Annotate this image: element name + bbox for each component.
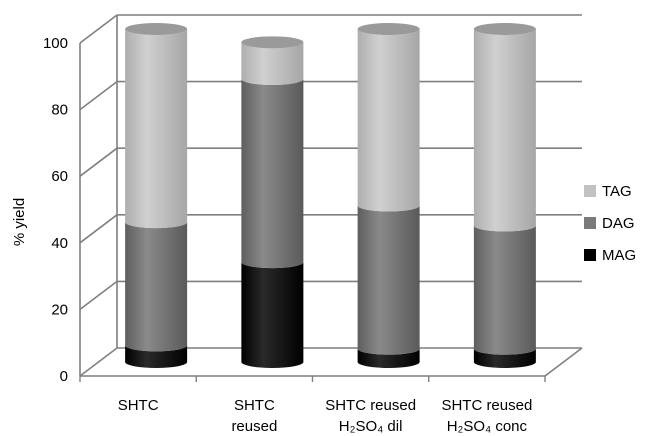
y-tick-label: 100 bbox=[43, 35, 68, 52]
gridline-side bbox=[79, 347, 118, 377]
bar-segment-dag bbox=[473, 225, 536, 355]
bar-segment-dag bbox=[357, 205, 420, 355]
bar-segment-mag bbox=[241, 262, 304, 368]
category-label: SHTC reused H₂SO₄ conc bbox=[441, 397, 532, 435]
y-tick-label: 20 bbox=[51, 301, 68, 318]
category-labels: SHTC SHTC reused SHTC reused H₂SO₄ dil SHTC r… bbox=[118, 397, 533, 435]
legend: TAG DAG MAG bbox=[584, 183, 636, 264]
bars bbox=[125, 23, 536, 368]
gridline-side bbox=[79, 14, 118, 44]
bar-segment-dag bbox=[241, 78, 304, 269]
bar-segment-tag bbox=[357, 23, 420, 212]
bar-top-cap bbox=[357, 23, 420, 35]
legend-label: TAG bbox=[602, 183, 632, 200]
bar-segment-tag bbox=[241, 36, 304, 85]
legend-item-mag: MAG bbox=[584, 247, 636, 264]
gridline-side bbox=[79, 280, 118, 311]
gridline-side bbox=[79, 147, 118, 177]
gridline-side bbox=[79, 80, 118, 111]
category-label: SHTC reused bbox=[231, 397, 277, 435]
y-tick-label: 80 bbox=[51, 102, 68, 119]
bar-segment-tag bbox=[473, 23, 536, 232]
legend-item-tag: TAG bbox=[584, 183, 632, 200]
bar-segment-mag bbox=[473, 348, 536, 368]
plot-frame bbox=[79, 14, 583, 382]
category-label: SHTC bbox=[118, 397, 159, 414]
y-tick-labels: 0 20 40 60 80 100 bbox=[43, 35, 68, 385]
legend-label: DAG bbox=[602, 215, 635, 232]
category-label: SHTC reused H₂SO₄ dil bbox=[325, 397, 416, 435]
bar-segment-mag bbox=[357, 348, 420, 368]
y-tick-label: 0 bbox=[60, 368, 68, 385]
legend-item-dag: DAG bbox=[584, 215, 635, 232]
legend-swatch bbox=[584, 217, 596, 229]
y-axis-label: % yield bbox=[11, 198, 28, 246]
floor-right-edge bbox=[544, 347, 583, 377]
bar-segment-tag bbox=[125, 23, 188, 229]
legend-label: MAG bbox=[602, 247, 636, 264]
y-tick-label: 40 bbox=[51, 235, 68, 252]
legend-swatch bbox=[584, 249, 596, 261]
bar-top-cap bbox=[241, 36, 304, 49]
gridline-side bbox=[79, 214, 118, 244]
bar-top-cap bbox=[125, 23, 188, 35]
legend-swatch bbox=[584, 185, 596, 197]
y-tick-label: 60 bbox=[51, 168, 68, 185]
bar-segment-mag bbox=[125, 345, 188, 368]
bar-top-cap bbox=[473, 23, 536, 35]
bar-segment-dag bbox=[125, 222, 188, 352]
